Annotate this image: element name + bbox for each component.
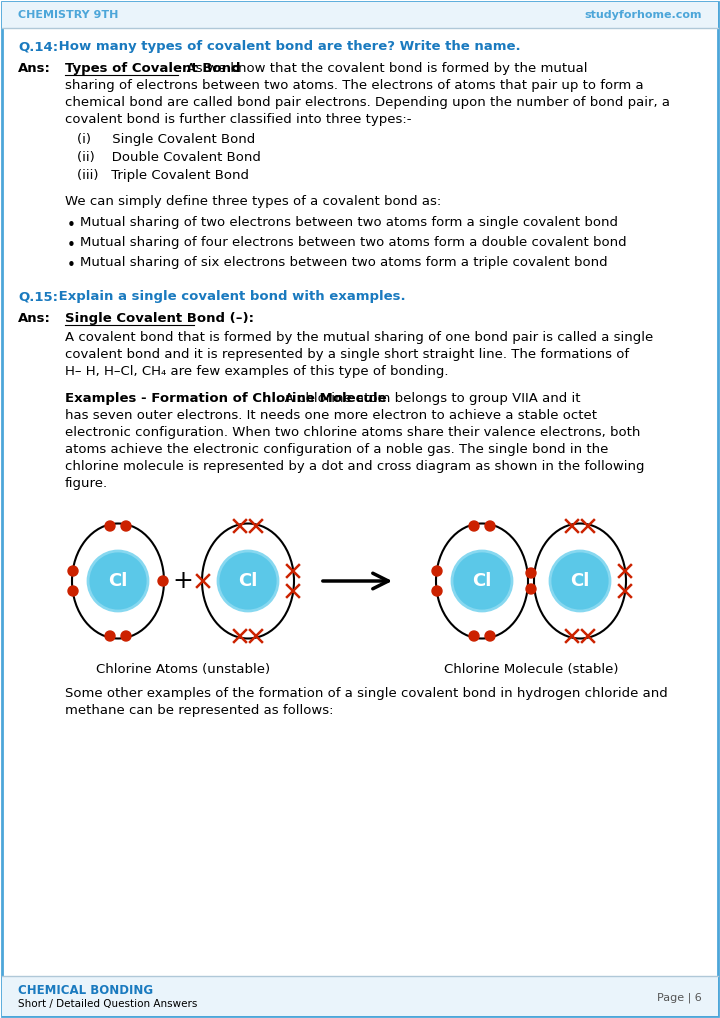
Text: Types of Covalent Bond: Types of Covalent Bond (65, 62, 240, 75)
Circle shape (68, 566, 78, 576)
Text: Mutual sharing of two electrons between two atoms form a single covalent bond: Mutual sharing of two electrons between … (80, 216, 618, 229)
Text: : As we know that the covalent bond is formed by the mutual: : As we know that the covalent bond is f… (179, 62, 588, 75)
Circle shape (526, 568, 536, 578)
Circle shape (158, 576, 168, 586)
Text: electronic configuration. When two chlorine atoms share their valence electrons,: electronic configuration. When two chlor… (65, 426, 640, 439)
Circle shape (105, 631, 115, 641)
Text: Cl: Cl (238, 572, 258, 590)
Text: •: • (67, 238, 76, 253)
Text: Cl: Cl (108, 572, 127, 590)
Text: Ans:: Ans: (18, 62, 51, 75)
Circle shape (432, 566, 442, 576)
Text: Explain a single covalent bond with examples.: Explain a single covalent bond with exam… (54, 290, 405, 303)
Circle shape (121, 521, 131, 531)
Text: (i)     Single Covalent Bond: (i) Single Covalent Bond (77, 133, 256, 146)
Text: Mutual sharing of six electrons between two atoms form a triple covalent bond: Mutual sharing of six electrons between … (80, 256, 608, 269)
Bar (2, 976, 718, 1016)
Text: Cl: Cl (472, 572, 492, 590)
Text: Single Covalent Bond (–):: Single Covalent Bond (–): (65, 312, 254, 325)
Text: Page | 6: Page | 6 (657, 993, 702, 1004)
Circle shape (218, 551, 278, 611)
Circle shape (550, 551, 610, 611)
Text: : A chlorine atom belongs to group VIIA and it: : A chlorine atom belongs to group VIIA … (276, 392, 580, 405)
Text: methane can be represented as follows:: methane can be represented as follows: (65, 704, 333, 717)
Text: Cl: Cl (570, 572, 590, 590)
Circle shape (452, 551, 512, 611)
Text: figure.: figure. (65, 477, 108, 490)
Text: (iii)   Triple Covalent Bond: (iii) Triple Covalent Bond (77, 169, 249, 182)
Text: (ii)    Double Covalent Bond: (ii) Double Covalent Bond (77, 151, 261, 164)
Text: A covalent bond that is formed by the mutual sharing of one bond pair is called : A covalent bond that is formed by the mu… (65, 331, 653, 344)
Circle shape (68, 586, 78, 596)
Text: studyforhome.com: studyforhome.com (585, 10, 702, 20)
Text: Ans:: Ans: (18, 312, 51, 325)
Text: has seven outer electrons. It needs one more electron to achieve a stable octet: has seven outer electrons. It needs one … (65, 409, 597, 422)
Text: CHEMICAL BONDING: CHEMICAL BONDING (18, 983, 153, 997)
Text: Chlorine Atoms (unstable): Chlorine Atoms (unstable) (96, 663, 270, 676)
Text: Some other examples of the formation of a single covalent bond in hydrogen chlor: Some other examples of the formation of … (65, 687, 667, 700)
Text: covalent bond and it is represented by a single short straight line. The formati: covalent bond and it is represented by a… (65, 348, 629, 361)
Text: covalent bond is further classified into three types:-: covalent bond is further classified into… (65, 113, 412, 126)
Circle shape (485, 631, 495, 641)
Circle shape (432, 586, 442, 596)
Text: sharing of electrons between two atoms. The electrons of atoms that pair up to f: sharing of electrons between two atoms. … (65, 79, 644, 92)
Circle shape (105, 521, 115, 531)
Text: We can simply define three types of a covalent bond as:: We can simply define three types of a co… (65, 195, 441, 208)
Circle shape (485, 521, 495, 531)
Text: Q.15:: Q.15: (18, 290, 58, 303)
Text: chemical bond are called bond pair electrons. Depending upon the number of bond : chemical bond are called bond pair elect… (65, 96, 670, 109)
Circle shape (121, 631, 131, 641)
Text: CHEMISTRY 9TH: CHEMISTRY 9TH (18, 10, 118, 20)
Circle shape (469, 631, 479, 641)
Text: H– H, H–Cl, CH₄ are few examples of this type of bonding.: H– H, H–Cl, CH₄ are few examples of this… (65, 365, 449, 378)
Text: Short / Detailed Question Answers: Short / Detailed Question Answers (18, 999, 197, 1009)
Text: +: + (173, 569, 194, 593)
Circle shape (88, 551, 148, 611)
Text: •: • (67, 218, 76, 233)
Bar (2, 2, 718, 29)
Text: chlorine molecule is represented by a dot and cross diagram as shown in the foll: chlorine molecule is represented by a do… (65, 460, 644, 473)
Circle shape (526, 584, 536, 593)
Text: Examples - Formation of Chlorine Molecule: Examples - Formation of Chlorine Molecul… (65, 392, 387, 405)
Text: •: • (67, 258, 76, 273)
Circle shape (469, 521, 479, 531)
Text: Chlorine Molecule (stable): Chlorine Molecule (stable) (444, 663, 618, 676)
Text: How many types of covalent bond are there? Write the name.: How many types of covalent bond are ther… (54, 40, 521, 53)
Text: Mutual sharing of four electrons between two atoms form a double covalent bond: Mutual sharing of four electrons between… (80, 236, 626, 249)
Text: Q.14:: Q.14: (18, 40, 58, 53)
Text: atoms achieve the electronic configuration of a noble gas. The single bond in th: atoms achieve the electronic configurati… (65, 443, 608, 456)
